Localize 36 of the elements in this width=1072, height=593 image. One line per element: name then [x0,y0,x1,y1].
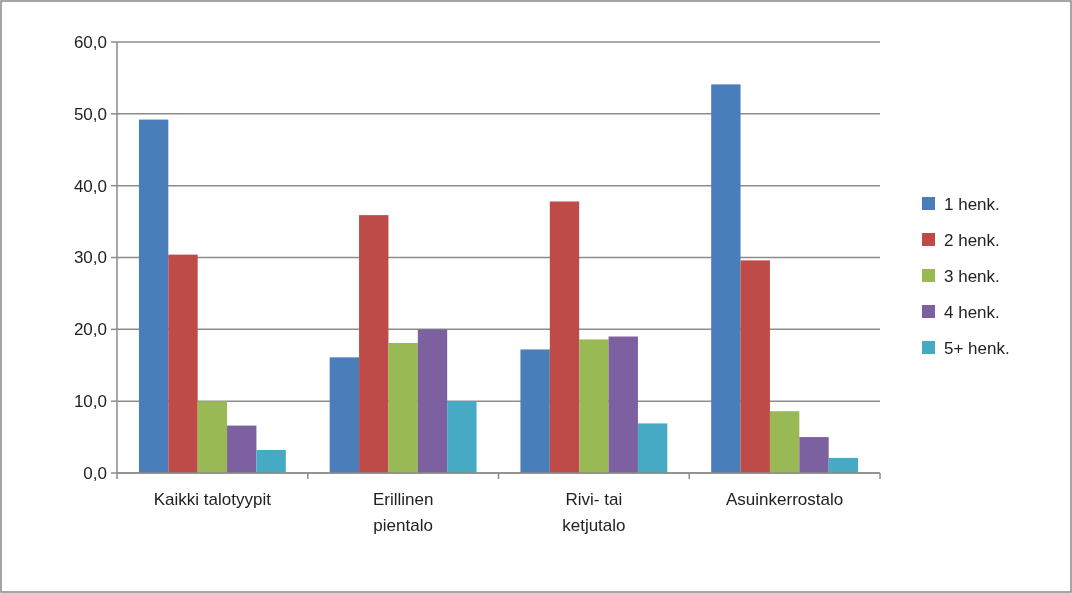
bar [447,401,477,473]
y-tick-label: 10,0 [73,392,107,412]
bar [549,201,580,473]
bar [417,329,448,473]
x-tick-label: Erillinen pientalo [372,490,434,535]
bar [520,349,550,473]
bar [637,423,668,473]
bar [769,411,800,473]
y-tick-label: 40,0 [73,176,107,196]
bar [828,457,859,473]
bar [799,437,829,473]
bar [579,339,609,473]
x-tick-label: Asuinkerrostalo [726,490,844,509]
bar [388,342,418,473]
legend-label: 2 henk. [944,230,1000,250]
bar [359,215,389,473]
y-tick-label: 30,0 [73,248,107,268]
bar [138,119,169,473]
bar [197,401,228,473]
y-tick-label: 0,0 [83,463,107,483]
y-tick-label: 20,0 [73,320,107,340]
bar [608,336,638,473]
legend-label: 3 henk. [944,266,1000,286]
x-tick-label: Kaikki talotyypit [153,490,272,509]
legend-label: 1 henk. [944,194,1000,214]
legend-label: 5+ henk. [944,338,1010,358]
y-tick-label: 60,0 [73,32,107,52]
bar [227,425,257,473]
bar [168,254,198,473]
legend-label: 4 henk. [944,302,1000,322]
bar [711,84,741,473]
y-tick-label: 50,0 [73,104,107,124]
bar [740,260,770,473]
bar [256,450,286,473]
x-tick-label: Rivi- tai ketjutalo [562,490,626,535]
bar [329,357,360,473]
